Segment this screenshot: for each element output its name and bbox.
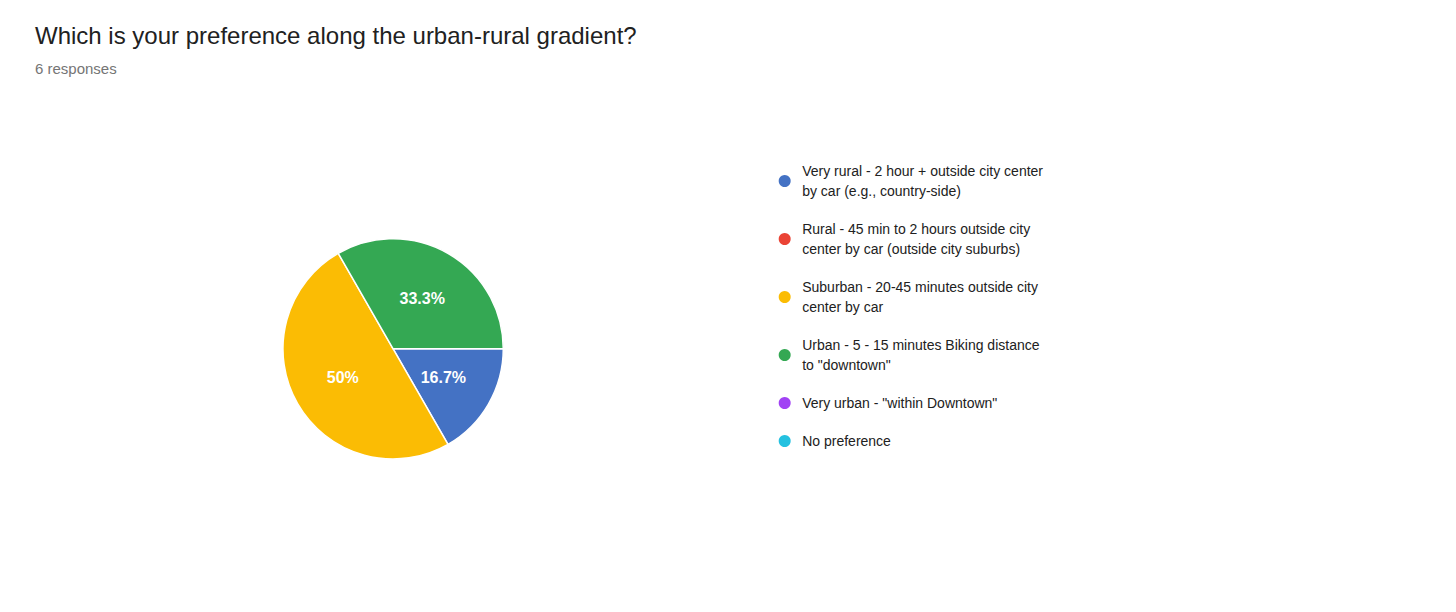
svg-text:to "downtown": to "downtown" [802,357,891,373]
svg-text:Suburban - 20-45 minutes outsi: Suburban - 20-45 minutes outside city [802,279,1038,295]
svg-text:center by car: center by car [802,299,883,315]
svg-text:center by car (outside city su: center by car (outside city suburbs) [802,241,1020,257]
svg-text:Rural - 45 min to 2 hours outs: Rural - 45 min to 2 hours outside city [802,221,1030,237]
svg-text:by car (e.g., country-side): by car (e.g., country-side) [802,183,961,199]
svg-text:Which is your preference along: Which is your preference along the urban… [35,22,637,49]
svg-text:Very rural - 2 hour + outside: Very rural - 2 hour + outside city cente… [802,163,1043,179]
svg-text:6 responses: 6 responses [35,60,117,77]
svg-text:16.7%: 16.7% [421,369,466,386]
svg-text:Urban - 5 - 15 minutes Biking: Urban - 5 - 15 minutes Biking distance [802,337,1040,353]
svg-text:33.3%: 33.3% [400,290,445,307]
svg-text:Very urban - "within Downtown": Very urban - "within Downtown" [802,395,997,411]
svg-text:50%: 50% [327,369,359,386]
svg-text:No preference: No preference [802,433,891,449]
